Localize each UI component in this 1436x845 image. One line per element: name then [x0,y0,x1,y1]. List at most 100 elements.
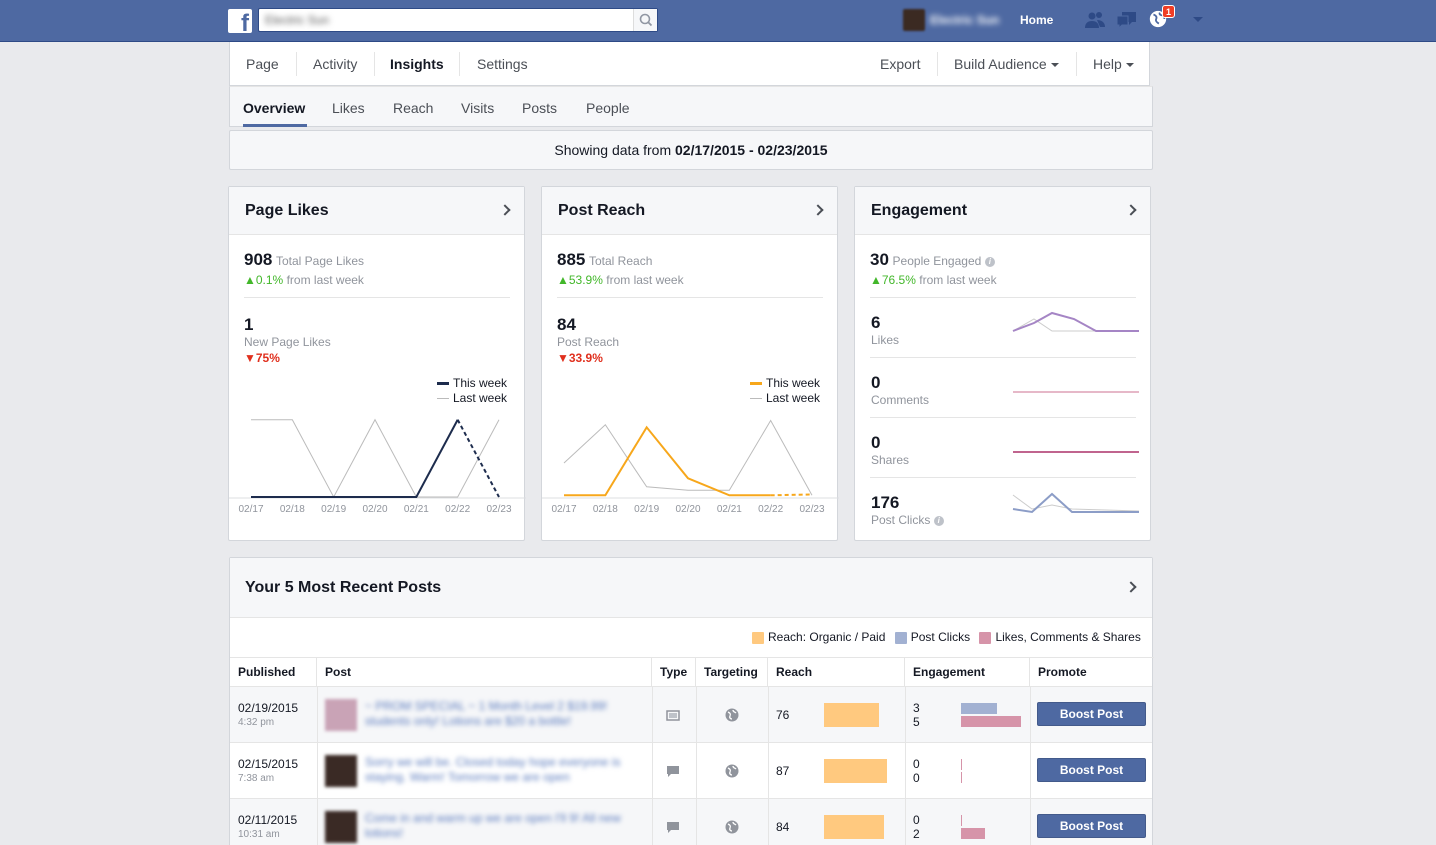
subtab-visits[interactable]: Visits [461,100,495,116]
chevron-right-icon[interactable] [1125,581,1137,593]
post-reach-change: ▼33.9% [557,351,603,365]
divider [768,799,769,845]
likes-comments-shares-value: 0 [913,771,920,785]
divider [905,799,906,845]
info-icon[interactable]: i [933,515,944,526]
tab-activity[interactable]: Activity [313,56,358,72]
chevron-right-icon[interactable] [812,204,824,216]
table-row[interactable]: 02/11/2015 10:31 am Come in and warm up we… [230,798,1152,845]
search-input[interactable]: Electric Sun [258,8,658,32]
post-thumbnail[interactable] [325,755,357,787]
legend-item: Reach: Organic / Paid [752,630,885,644]
x-tick-label: 02/19 [634,504,659,515]
total-reach: 885 Total Reach [557,250,652,270]
divider [768,743,769,799]
legend-label: Last week [453,391,508,405]
shares-label: Shares [871,453,910,467]
x-tick-label: 02/20 [675,504,700,515]
divider [230,657,1154,658]
account-menu-caret-icon[interactable] [1193,17,1203,22]
post-text-link[interactable]: Sorry we will be. Closed today hope ever… [365,755,621,784]
card-title: Post Reach [558,202,646,219]
subtab-likes[interactable]: Likes [332,100,365,116]
total-label: Total Page Likes [276,254,365,268]
series-line-partial-day [456,419,500,498]
page-likes-card: Page Likes 908 Total Page Likes ▲0.1% fr… [228,186,526,541]
divider [244,297,510,298]
divider [459,52,460,76]
reach-bar [824,815,884,839]
comments-sparkline [1013,391,1139,393]
export-link[interactable]: Export [880,56,921,72]
build-audience-menu[interactable]: Build Audience [954,56,1059,72]
subtab-posts[interactable]: Posts [522,100,558,116]
legend-label: Likes, Comments & Shares [995,630,1141,644]
series-line-last-week [563,419,813,496]
public-globe-icon [725,764,739,778]
total-page-likes: 908 Total Page Likes [244,250,364,270]
total-label: Total Reach [589,254,653,268]
status-type-icon [667,766,679,777]
column-header-published[interactable]: Published [230,658,317,686]
likes-comments-shares-bar [961,828,985,839]
friend-requests-icon[interactable] [1084,10,1106,30]
subtab-reach[interactable]: Reach [393,100,434,116]
post-text-link[interactable]: ~ PROM SPECIAL ~ 1 Month Level 2 $19.99!… [365,699,608,728]
boost-post-button[interactable]: Boost Post [1037,702,1146,726]
profile-name-link[interactable]: Electric Sun [930,13,1000,27]
info-icon[interactable]: i [984,256,995,267]
boost-post-button[interactable]: Boost Post [1037,814,1146,838]
column-header-targeting[interactable]: Targeting [696,658,768,686]
card-header[interactable]: Page Likes [229,187,524,235]
facebook-logo-icon[interactable]: f [228,9,252,36]
search-button[interactable] [633,9,657,31]
help-menu[interactable]: Help [1093,56,1134,72]
post-clicks-value: 0 [913,813,920,827]
chevron-right-icon[interactable] [499,204,511,216]
boost-post-button[interactable]: Boost Post [1037,758,1146,782]
date-range-value: 02/17/2015 - 02/23/2015 [675,142,828,158]
chevron-right-icon[interactable] [1125,204,1137,216]
page-likes-chart: 02/17 02/18 02/19 02/20 02/21 02/22 02/23 [229,418,526,515]
published-time: 10:31 am [238,829,280,840]
tab-page[interactable]: Page [246,56,279,72]
avatar[interactable] [903,9,925,31]
subtab-people[interactable]: People [586,100,630,116]
change-label: from last week [915,273,997,287]
legend-last-week: Last week [437,391,507,405]
table-row[interactable]: 02/19/2015 4:32 pm ~ PROM SPECIAL ~ 1 Mont… [230,686,1152,743]
divider [317,799,318,845]
posts-header[interactable]: Your 5 Most Recent Posts [230,558,1152,618]
column-header-type[interactable]: Type [652,658,696,686]
divider [317,743,318,799]
divider [652,743,653,799]
x-tick-label: 02/20 [362,504,387,515]
shares-value: 0 [871,433,881,452]
tab-settings[interactable]: Settings [477,56,528,72]
legend-swatch [750,382,762,386]
column-header-post[interactable]: Post [317,658,652,686]
divider [1030,799,1031,845]
messages-icon[interactable] [1116,10,1138,30]
weekly-change: ▲76.5% from last week [870,272,997,287]
public-globe-icon [725,820,739,834]
card-header[interactable]: Post Reach [542,187,837,235]
table-row[interactable]: 02/15/2015 7:38 am Sorry we will be. Close… [230,742,1152,799]
card-header[interactable]: Engagement [855,187,1150,235]
x-tick-label: 02/22 [758,504,783,515]
divider [870,477,1136,478]
tab-insights[interactable]: Insights [390,56,444,72]
chevron-down-icon [1050,63,1059,68]
subtab-overview[interactable]: Overview [243,100,306,116]
legend-swatch [752,631,764,644]
engagement-card: Engagement 30 People Engaged i ▲76.5% fr… [854,186,1151,541]
post-thumbnail[interactable] [325,699,357,731]
column-header-reach[interactable]: Reach [768,658,905,686]
recent-posts-section: Your 5 Most Recent Posts Reach: Organic … [229,557,1154,845]
date-range-prefix: Showing data from [554,142,676,158]
column-header-engagement[interactable]: Engagement [905,658,1030,686]
column-header-promote[interactable]: Promote [1038,665,1087,679]
post-text-link[interactable]: Come in and warm up we are open I'll 9! … [365,811,621,840]
home-link[interactable]: Home [1020,13,1054,27]
post-thumbnail[interactable] [325,811,357,843]
